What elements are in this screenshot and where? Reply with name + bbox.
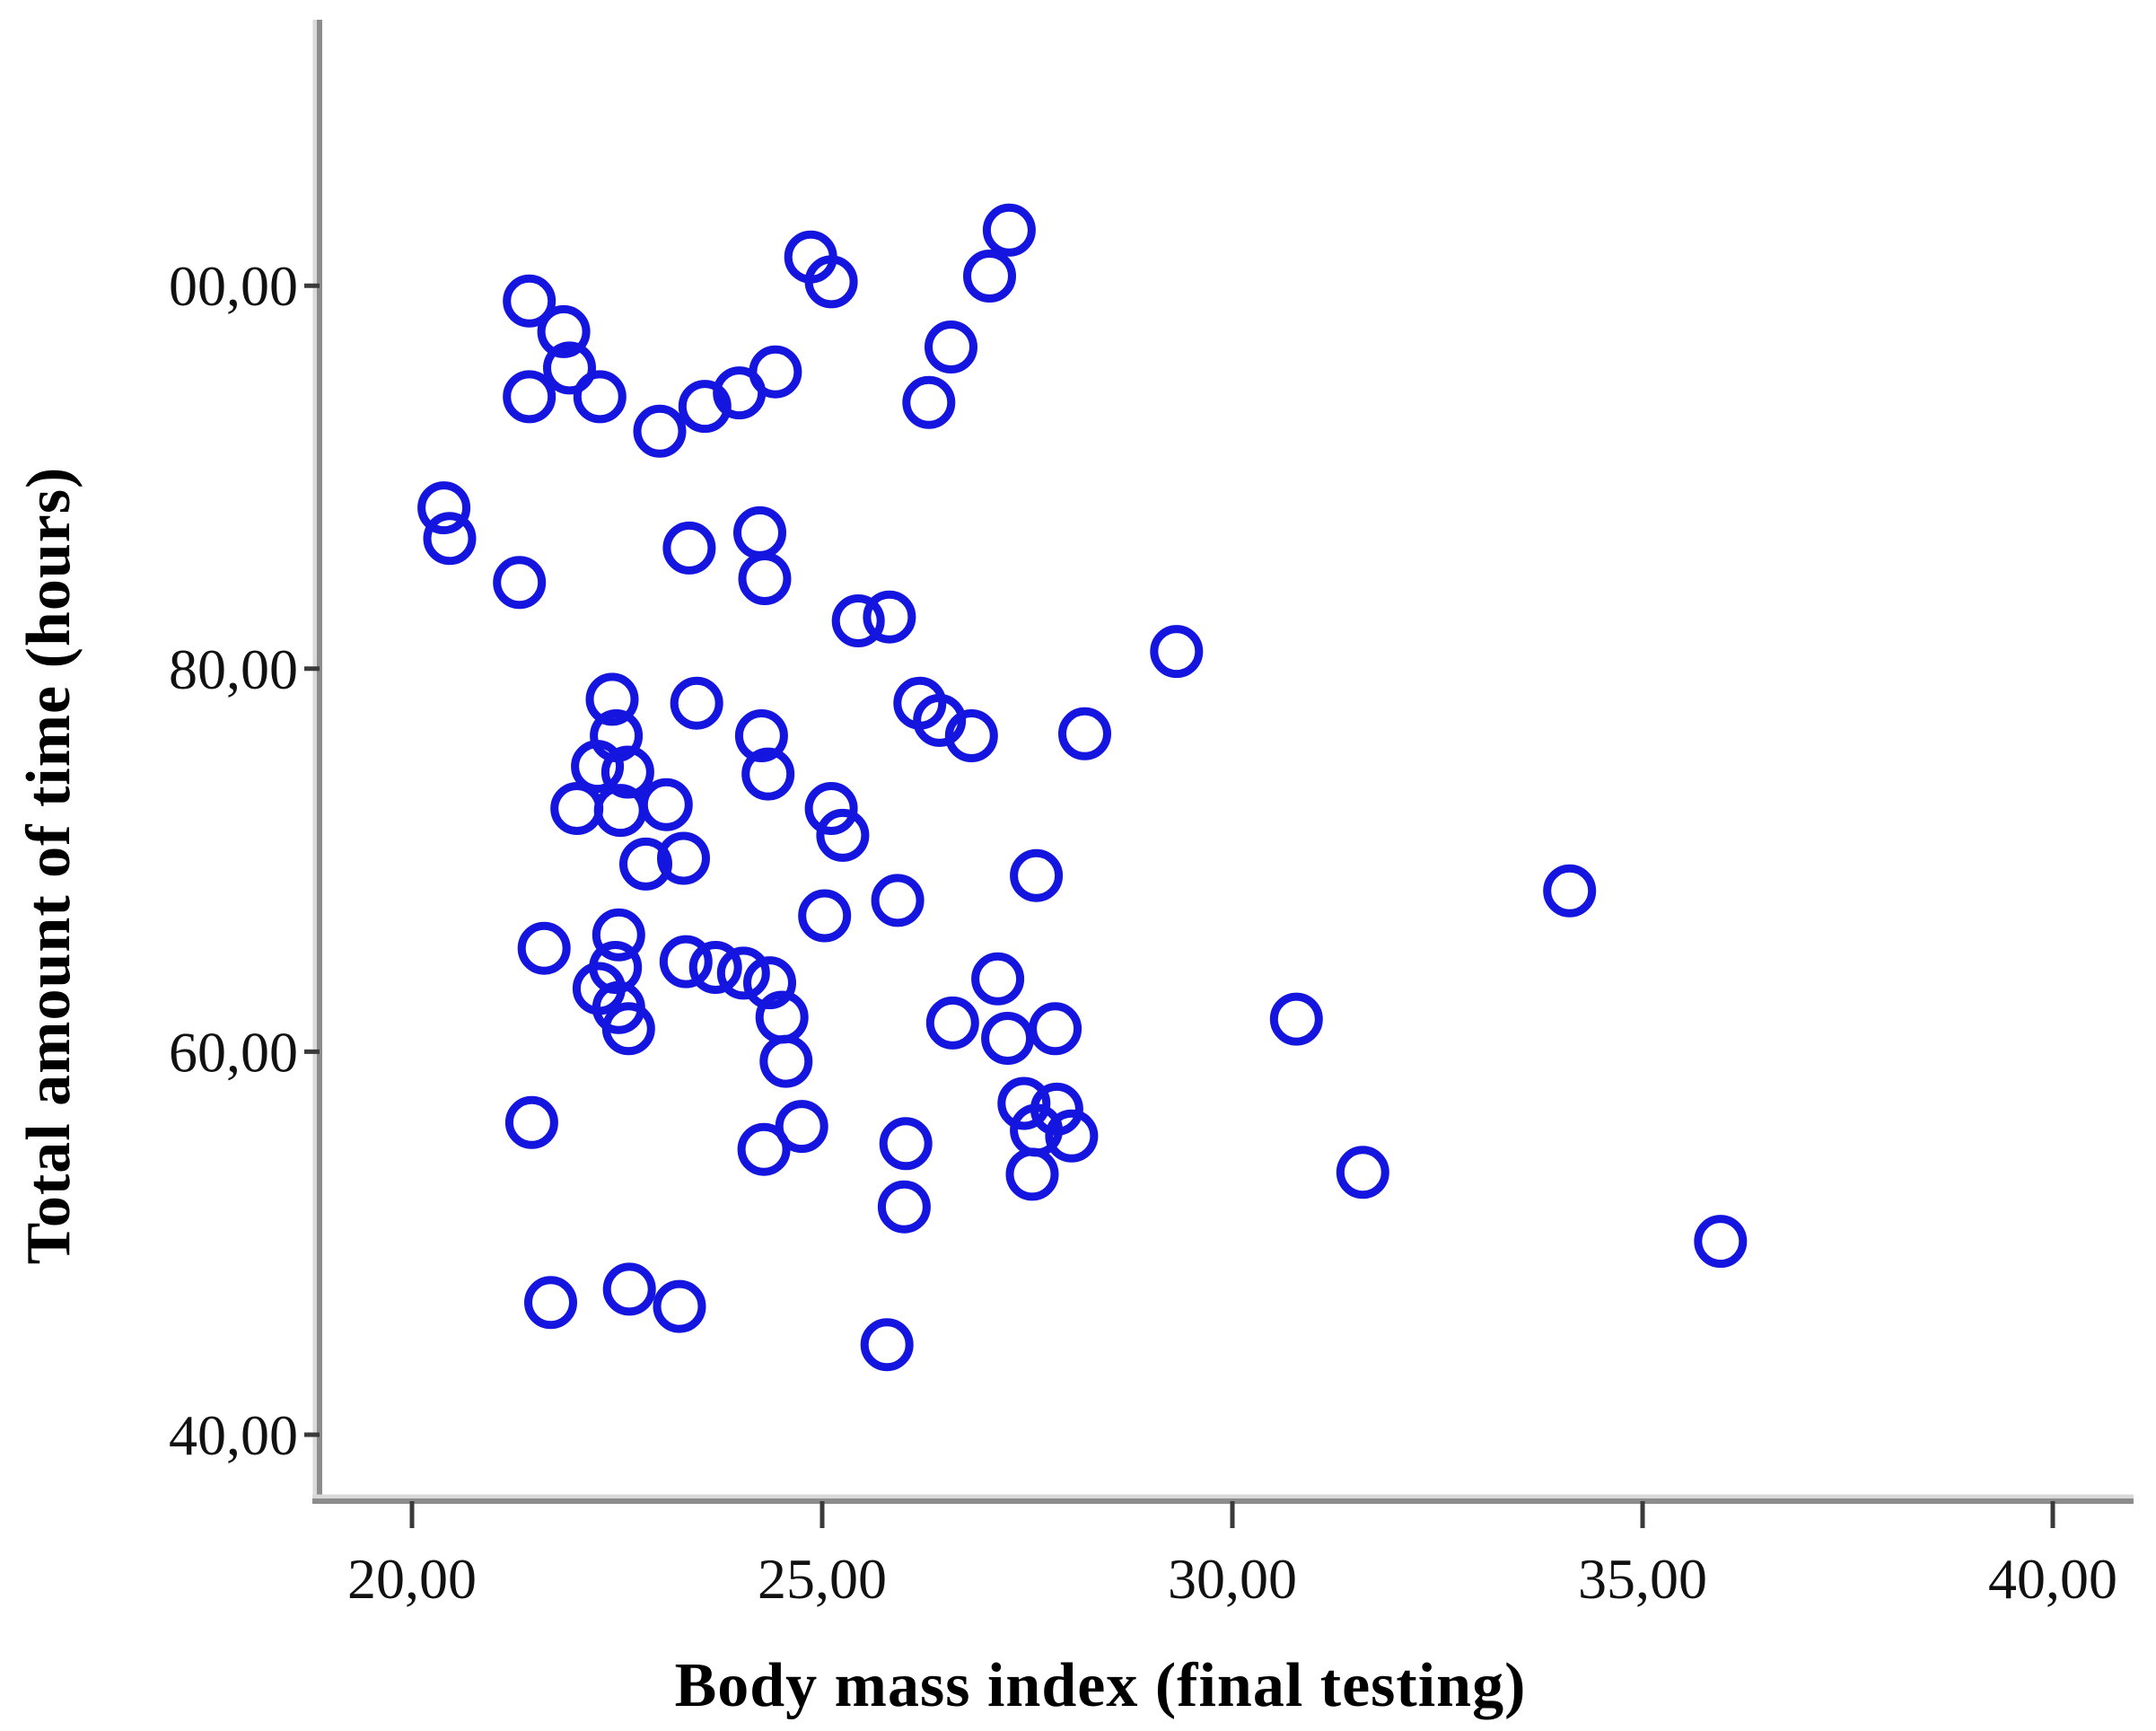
data-point-marker (670, 676, 723, 730)
data-point-marker (816, 808, 870, 862)
y-tick-label: 60,00 (169, 1020, 298, 1084)
data-point-marker (503, 370, 557, 424)
data-point-marker (1045, 1109, 1099, 1163)
y-tick-label: 40,00 (169, 1403, 298, 1467)
y-tick-label: 00,00 (169, 254, 298, 318)
data-point-marker (417, 481, 471, 535)
data-point-marker (775, 1100, 828, 1154)
data-point-marker (743, 956, 796, 1010)
data-point-marker (981, 1012, 1035, 1065)
data-point-marker (971, 952, 1025, 1006)
data-point-marker (524, 1276, 577, 1330)
data-point-marker (804, 782, 858, 835)
data-point-marker (571, 740, 625, 794)
data-point-marker (639, 778, 693, 831)
data-point-marker (1269, 992, 1323, 1046)
data-point-marker (423, 512, 477, 566)
data-point-marker (733, 505, 786, 559)
data-point-marker (982, 203, 1036, 257)
data-point-marker (913, 693, 967, 747)
data-point-marker (678, 380, 732, 434)
data-point-marker (517, 921, 571, 975)
x-tick-label: 20,00 (347, 1547, 477, 1611)
data-point-marker (1543, 864, 1597, 918)
data-point-marker (925, 996, 979, 1050)
data-point-marker (537, 304, 591, 358)
data-point-marker (804, 255, 858, 309)
data-point-marker (759, 1034, 813, 1088)
data-point-marker (737, 1122, 791, 1176)
data-point-marker (997, 1076, 1051, 1130)
data-point-marker (600, 745, 654, 799)
x-tick-label: 25,00 (758, 1547, 887, 1611)
data-point-marker (1058, 707, 1111, 760)
data-point-marker (550, 782, 604, 835)
x-axis-title-text: Body mass index (final testing) (674, 1651, 1527, 1720)
data-point-marker (653, 1279, 706, 1333)
data-point-marker (871, 874, 925, 927)
data-point-marker (963, 250, 1016, 303)
data-point-marker (573, 370, 627, 424)
data-point-marker (601, 1002, 655, 1056)
data-point-marker (1005, 1147, 1059, 1201)
data-point-marker (493, 556, 547, 610)
data-point-marker (619, 837, 672, 891)
data-point-marker (741, 747, 795, 801)
data-point-marker (503, 274, 557, 328)
x-tick-label: 35,00 (1578, 1547, 1707, 1611)
data-point-marker (1336, 1146, 1389, 1199)
data-point-marker (602, 1262, 656, 1316)
data-point-marker (798, 889, 852, 943)
data-point-marker (831, 594, 885, 647)
data-point-marker (944, 709, 998, 762)
data-point-marker (738, 552, 792, 605)
data-point-marker (688, 941, 742, 994)
data-point-marker (1010, 848, 1064, 902)
data-point-marker (925, 321, 977, 373)
data-point-marker (1029, 1002, 1082, 1056)
data-point-marker (734, 709, 788, 762)
x-tick-label: 30,00 (1168, 1547, 1297, 1611)
data-point-marker (659, 935, 713, 989)
x-tick-label: 40,00 (1988, 1547, 2117, 1611)
data-point-marker (633, 404, 687, 458)
data-point-marker (860, 1318, 914, 1372)
x-axis-title: Body mass index (final testing) (0, 1650, 2156, 1722)
y-axis-title-text: Total amount of time (hours) (14, 466, 83, 1265)
data-point-marker (863, 590, 916, 644)
data-point-marker (657, 831, 710, 885)
data-point-marker (1150, 625, 1204, 679)
data-point-marker (902, 375, 956, 429)
data-point-marker (592, 908, 645, 962)
data-point-marker (662, 521, 716, 575)
data-point-marker (1694, 1215, 1748, 1269)
data-point-marker (716, 946, 770, 1000)
y-axis-title: Total amount of time (hours) (0, 0, 99, 1731)
y-tick-label: 80,00 (169, 637, 298, 701)
data-point-marker (504, 1095, 558, 1149)
data-point-marker (543, 341, 596, 395)
data-point-marker (877, 1180, 931, 1234)
data-point-marker (585, 672, 639, 726)
data-point-marker (749, 345, 802, 399)
data-point-marker (879, 1117, 933, 1171)
